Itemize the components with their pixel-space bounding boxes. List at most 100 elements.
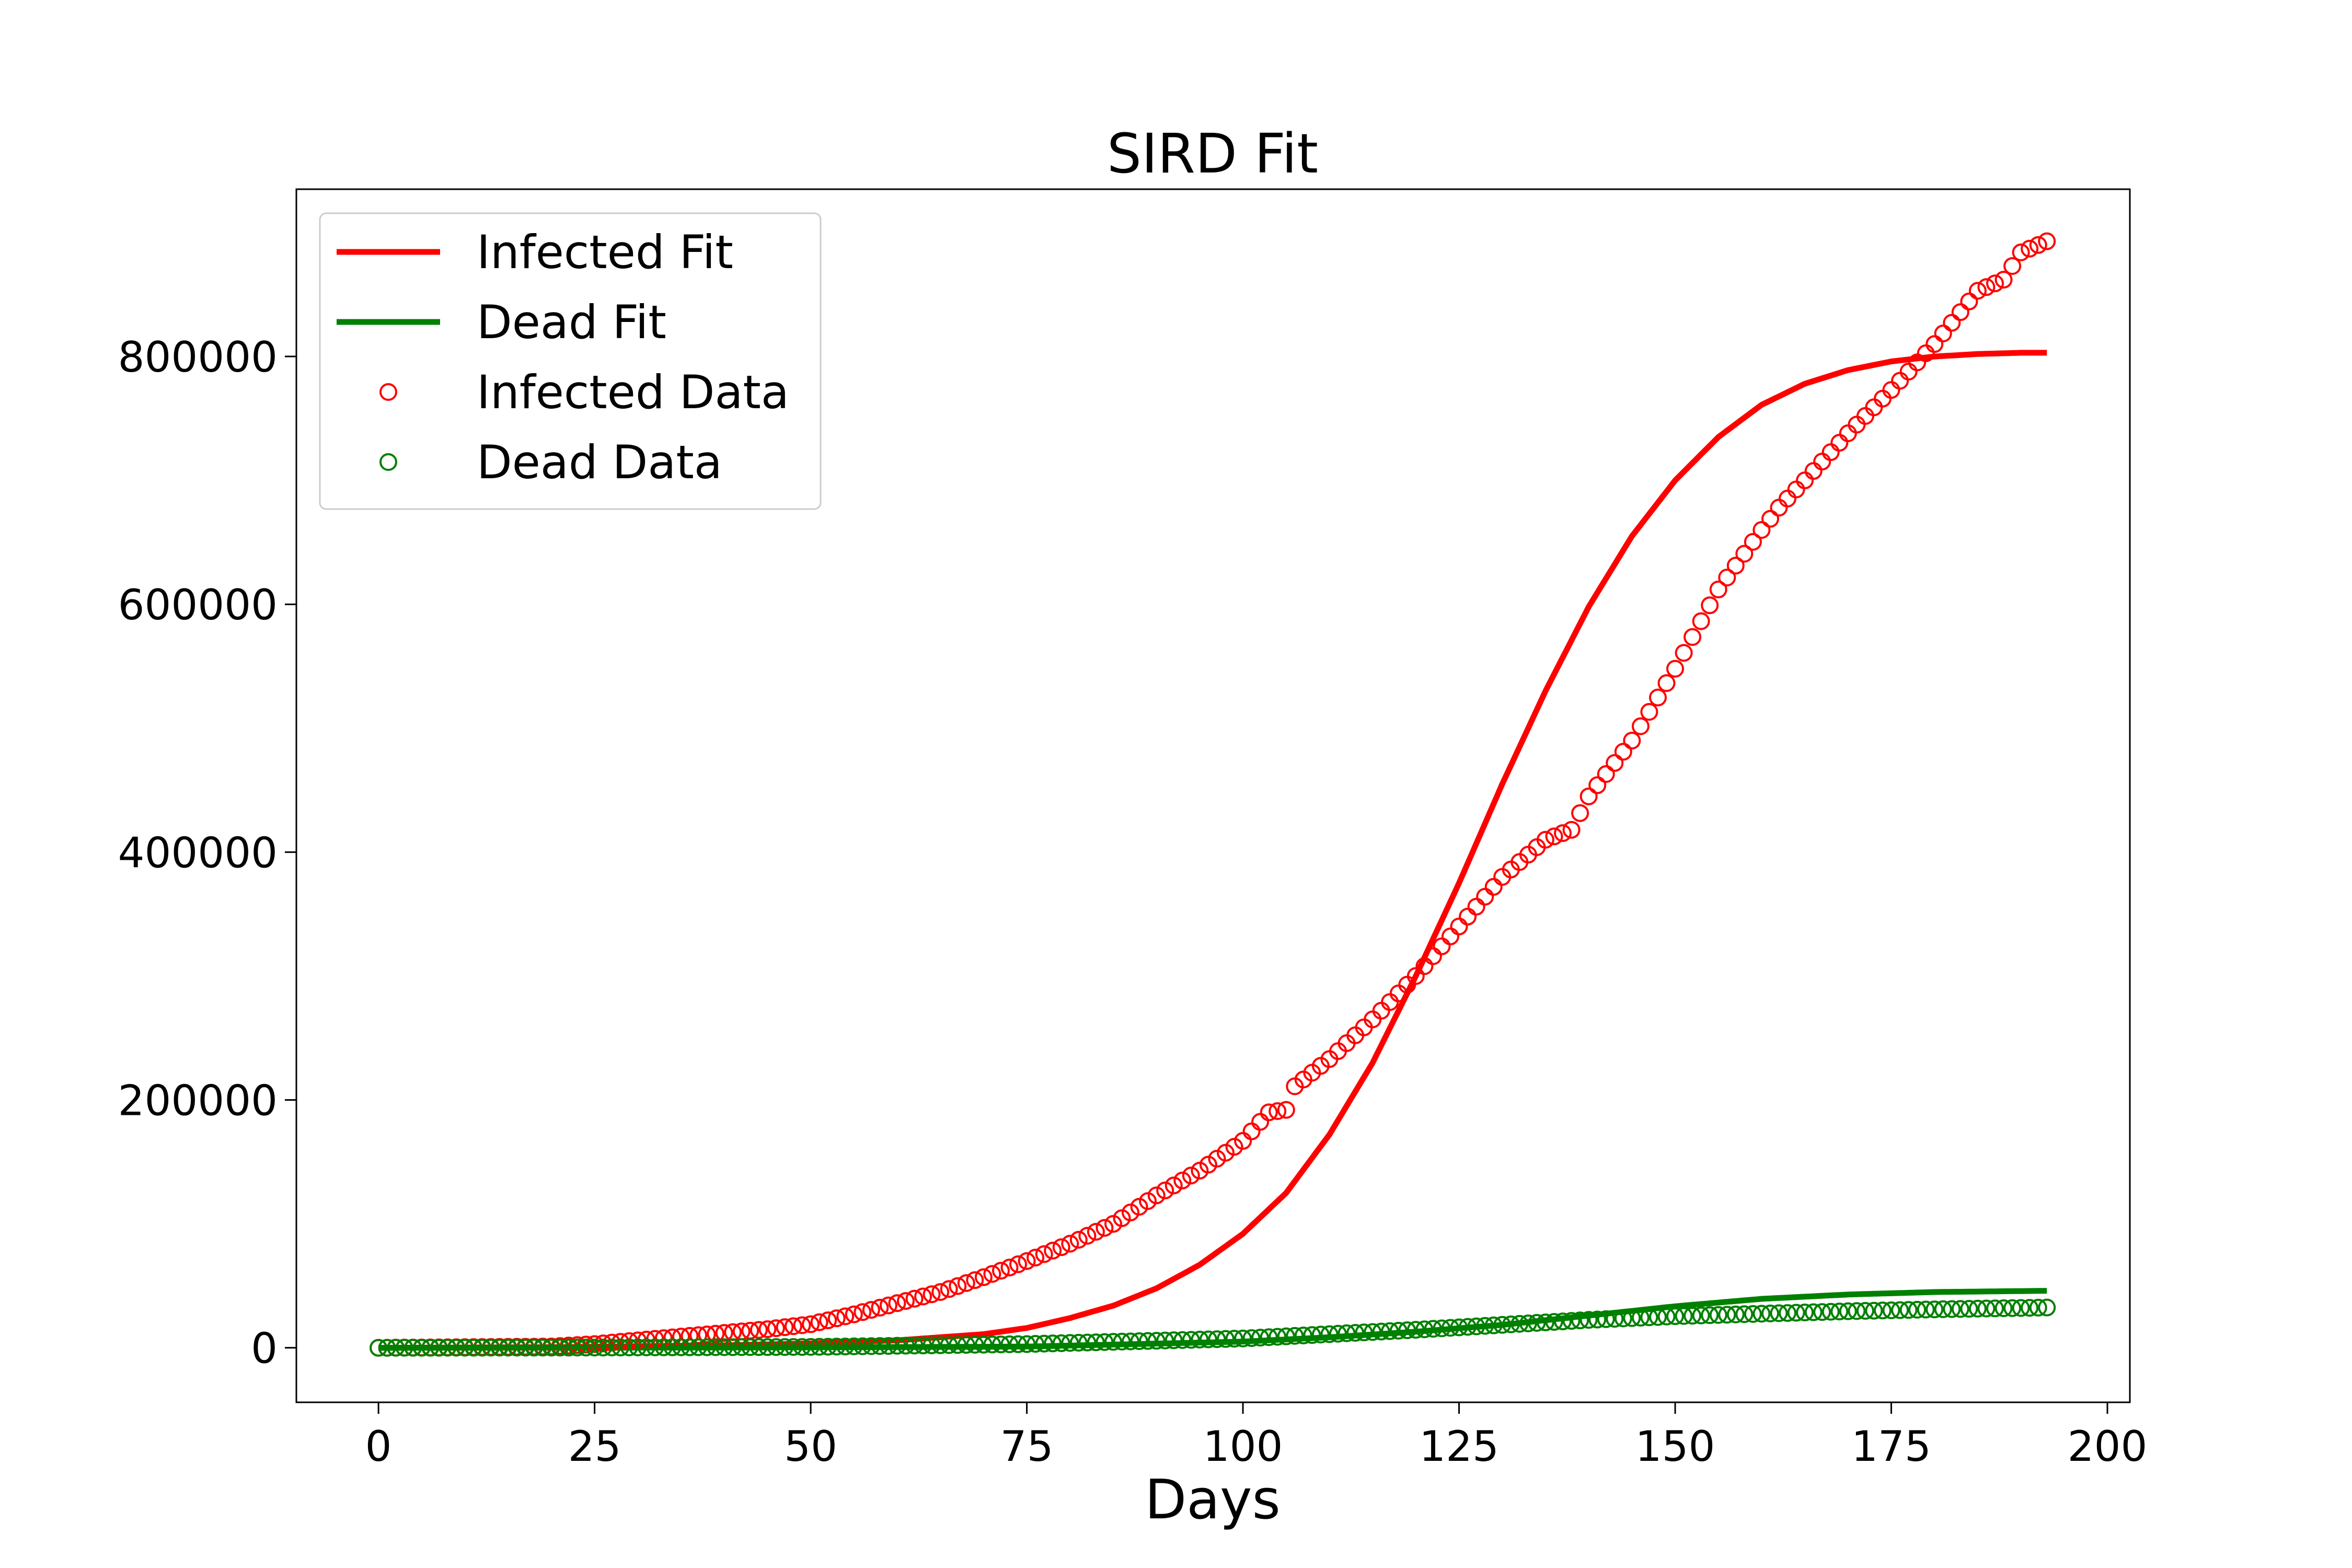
dead-data-point: [370, 1339, 388, 1357]
dead-data-point: [499, 1339, 517, 1357]
infected-data-point: [1269, 1102, 1287, 1120]
infected-data-point: [854, 1303, 872, 1321]
dead-data-point: [940, 1336, 958, 1354]
dead-data-point: [465, 1339, 483, 1357]
legend-label-dead-fit: Dead Fit: [477, 295, 666, 349]
dead-data-point: [1294, 1327, 1312, 1345]
dead-data-point: [2021, 1299, 2039, 1317]
legend-label-infected-data: Infected Data: [477, 365, 789, 419]
legend-label-infected-fit: Infected Fit: [477, 225, 733, 279]
infected-data-point: [750, 1321, 768, 1339]
dead-data-point: [827, 1338, 846, 1356]
x-tick-label: 200: [2068, 1422, 2148, 1471]
dead-data-point: [1718, 1306, 1736, 1324]
dead-data-point: [1165, 1331, 1183, 1350]
y-tick-label: 200000: [118, 1077, 278, 1125]
legend: Infected Fit Dead Fit Infected Data Dead Da…: [319, 212, 822, 510]
infected-data-point: [1675, 644, 1693, 662]
infected-data-point: [957, 1274, 975, 1292]
dead-data-point: [1640, 1308, 1658, 1327]
legend-swatch-infected-data: [379, 383, 397, 401]
infected-data-point: [871, 1298, 889, 1317]
dead-data-point: [689, 1338, 708, 1356]
dead-data-point: [525, 1339, 543, 1357]
dead-data-point: [447, 1339, 465, 1357]
infected-data-point: [1113, 1209, 1131, 1227]
dead-data-point: [888, 1336, 906, 1355]
dead-data-point: [1882, 1301, 1900, 1319]
dead-data-point: [1977, 1299, 1996, 1318]
infected-data-point: [897, 1292, 915, 1310]
dead-data-point: [1623, 1309, 1641, 1327]
dead-data-point: [603, 1339, 621, 1357]
dead-data-point: [1277, 1327, 1295, 1345]
dead-data-point: [1735, 1305, 1754, 1323]
dead-data-point: [767, 1338, 785, 1356]
infected-data-point: [776, 1318, 794, 1336]
dead-data-point: [1346, 1324, 1365, 1342]
infected-data-point: [1657, 674, 1676, 692]
series-group: [370, 232, 2056, 1357]
dead-data-point: [2003, 1299, 2022, 1317]
dead-data-point: [1459, 1318, 1477, 1336]
dead-data-point: [1442, 1319, 1459, 1337]
dead-data-point: [802, 1338, 820, 1356]
dead-data-point: [1856, 1302, 1874, 1320]
infected-data-point: [2021, 239, 2039, 258]
dead-data-point: [1069, 1334, 1088, 1352]
dead-data-point: [819, 1338, 837, 1356]
dead-data-point: [1839, 1302, 1857, 1320]
dead-data-point: [1986, 1299, 2004, 1318]
y-tick-label: 800000: [118, 333, 278, 382]
x-tick-label: 175: [1851, 1422, 1931, 1471]
infected-data-point: [1156, 1181, 1174, 1200]
dead-data-point: [1208, 1330, 1226, 1348]
dead-data-point: [1588, 1310, 1607, 1329]
dead-data-point: [1027, 1335, 1045, 1353]
dead-data-point: [404, 1339, 422, 1357]
dead-data-point: [732, 1338, 751, 1356]
dead-data-point: [637, 1338, 655, 1356]
dead-data-point: [482, 1339, 500, 1357]
dead-data-point: [456, 1339, 474, 1357]
dead-data-point: [1338, 1324, 1356, 1342]
dead-data-point: [1804, 1303, 1823, 1321]
infected-data-point: [1994, 271, 2013, 289]
infected-data-point: [1960, 292, 1978, 310]
infected-data-point: [1718, 569, 1736, 586]
infected-data-point: [1545, 827, 1563, 846]
dead-data-point: [1450, 1318, 1468, 1336]
dead-data-point: [1234, 1329, 1252, 1347]
dead-data-point: [1874, 1301, 1892, 1320]
dead-data-point: [1355, 1323, 1373, 1342]
dead-data-point: [1052, 1334, 1070, 1352]
infected-data-point: [862, 1301, 880, 1319]
infected-data-point: [810, 1313, 828, 1331]
infected-data-point: [603, 1333, 621, 1352]
dead-data-point: [1666, 1307, 1684, 1325]
dead-data-point: [1848, 1302, 1866, 1320]
dead-data-point: [1891, 1301, 1909, 1319]
infected-data-point: [827, 1309, 846, 1328]
infected-data-point: [1467, 897, 1485, 916]
infected-data-point: [1096, 1219, 1114, 1237]
dead-data-point: [1424, 1320, 1442, 1338]
infected-data-point: [1649, 688, 1667, 707]
dead-data-point: [845, 1337, 863, 1355]
infected-data-point: [1666, 660, 1684, 678]
infected-data-point: [1761, 510, 1779, 528]
infected-data-point: [1640, 703, 1658, 721]
dead-data-point: [1692, 1306, 1710, 1324]
dead-data-point: [1260, 1328, 1278, 1346]
dead-data-point: [1398, 1321, 1416, 1340]
dead-data-point: [1122, 1332, 1139, 1351]
dead-data-markers: [370, 1298, 2056, 1357]
dead-data-point: [1709, 1306, 1727, 1324]
x-tick-label: 150: [1635, 1422, 1715, 1471]
infected-data-point: [612, 1333, 630, 1351]
dead-data-point: [1631, 1309, 1650, 1327]
dead-data-point: [1320, 1325, 1339, 1343]
dead-data-point: [387, 1339, 405, 1357]
infected-data-point: [1078, 1227, 1097, 1245]
